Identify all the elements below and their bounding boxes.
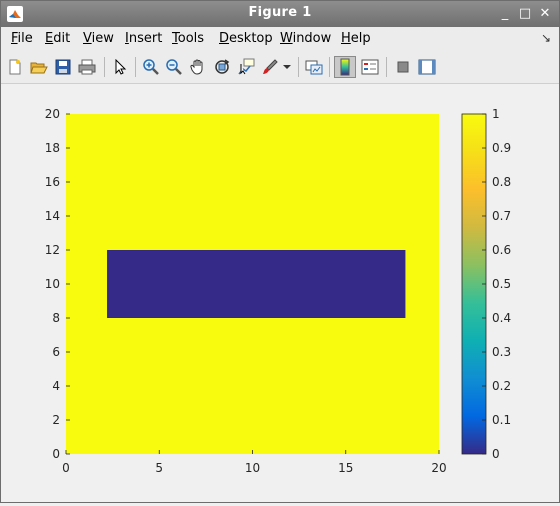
colorbar-tick-label: 0.2	[492, 379, 511, 393]
edit-plot-icon[interactable]	[109, 56, 131, 78]
open-file-icon[interactable]	[28, 56, 50, 78]
zoom-in-icon[interactable]	[140, 56, 162, 78]
colorbar-tick-label: 0.7	[492, 209, 511, 223]
menu-desktop[interactable]: Desktop	[219, 31, 273, 46]
colorbar-tick-label: 0.5	[492, 277, 511, 291]
colorbar-tick-label: 0.1	[492, 413, 511, 427]
y-tick-label: 10	[45, 277, 60, 291]
menu-edit[interactable]: Edit	[45, 31, 71, 46]
close-button[interactable]: ✕	[539, 6, 551, 21]
axes[interactable]: 0 5 10 15 20 0 2 4 6 8 10 12 14 16 18 20	[45, 107, 447, 475]
insert-colorbar-icon[interactable]	[334, 56, 356, 78]
menu-help[interactable]: Help	[341, 31, 371, 46]
menu-insert[interactable]: Insert	[125, 31, 163, 46]
zoom-out-icon[interactable]	[163, 56, 185, 78]
y-tick-label: 8	[52, 311, 60, 325]
link-plot-icon[interactable]	[303, 56, 325, 78]
y-tick-label: 18	[45, 141, 60, 155]
y-tick-label: 14	[45, 209, 60, 223]
colorbar-tick-label: 1	[492, 107, 500, 121]
brush-icon[interactable]	[259, 56, 281, 78]
show-plot-tools-icon[interactable]	[416, 56, 438, 78]
menu-tools[interactable]: Tools	[172, 31, 205, 46]
figure-canvas: 0 5 10 15 20 0 2 4 6 8 10 12 14 16 18 20 0 0.1 0.2 0.3 0.4 0…	[1, 84, 559, 502]
x-tick-label: 0	[62, 461, 70, 475]
x-tick-label: 10	[245, 461, 260, 475]
colorbar-tick-label: 0.3	[492, 345, 511, 359]
y-tick-label: 2	[52, 413, 60, 427]
colorbar-tick-label: 0	[492, 447, 500, 461]
colorbar-tick-label: 0.8	[492, 175, 511, 189]
menu-file[interactable]: File	[11, 31, 33, 46]
figure-toolbar	[1, 51, 559, 84]
new-figure-icon[interactable]	[4, 56, 26, 78]
window-title: Figure 1	[248, 5, 312, 20]
maximize-button[interactable]: □	[518, 6, 532, 21]
y-tick-label: 20	[45, 107, 60, 121]
title-bar[interactable]: Figure 1 _ □ ✕	[1, 1, 559, 27]
matlab-logo-icon	[7, 6, 23, 22]
dock-arrow-icon[interactable]: ↘	[540, 31, 551, 45]
y-tick-label: 16	[45, 175, 60, 189]
data-cursor-icon[interactable]	[235, 56, 257, 78]
pan-icon[interactable]	[187, 56, 209, 78]
x-tick-label: 20	[431, 461, 446, 475]
colorbar-tick-label: 0.4	[492, 311, 511, 325]
rotate-3d-icon[interactable]	[211, 56, 233, 78]
colorbar-tick-label: 0.9	[492, 141, 511, 155]
x-tick-label: 15	[338, 461, 353, 475]
print-figure-icon[interactable]	[76, 56, 98, 78]
y-tick-label: 0	[52, 447, 60, 461]
hide-plot-tools-icon[interactable]	[392, 56, 414, 78]
colorbar[interactable]: 0 0.1 0.2 0.3 0.4 0.5 0.6 0.7 0.8 0.9 1	[461, 107, 511, 461]
menu-window[interactable]: Window	[280, 31, 332, 46]
y-tick-label: 12	[45, 243, 60, 257]
save-figure-icon[interactable]	[52, 56, 74, 78]
minimize-button[interactable]: _	[501, 6, 509, 21]
brush-dropdown-icon[interactable]	[281, 56, 293, 78]
y-tick-label: 6	[52, 345, 60, 359]
image-region-low	[107, 250, 406, 318]
y-tick-label: 4	[52, 379, 60, 393]
colorbar-tick-label: 0.6	[492, 243, 511, 257]
x-tick-label: 5	[155, 461, 163, 475]
menu-bar: File Edit View Insert Tools Desktop Wind…	[1, 27, 559, 51]
insert-legend-icon[interactable]	[359, 56, 381, 78]
menu-view[interactable]: View	[83, 31, 114, 46]
